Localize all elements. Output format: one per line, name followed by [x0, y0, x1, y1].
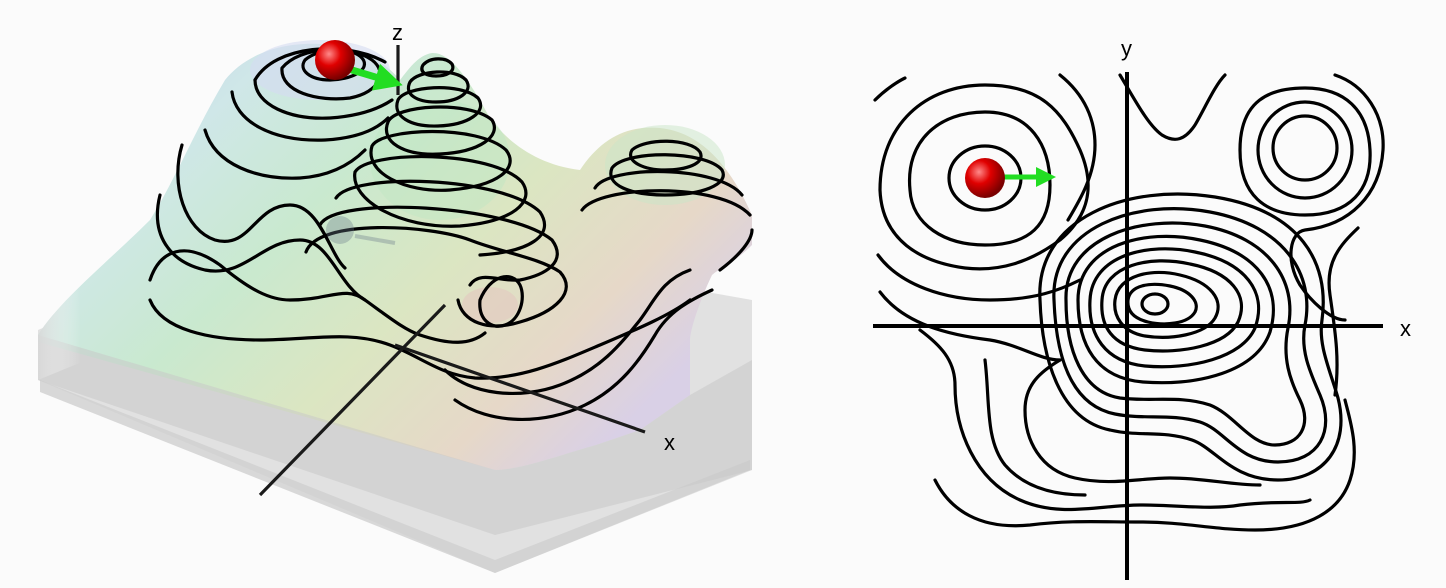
contour-2d: [1058, 73, 1097, 222]
contour-3d: [395, 86, 483, 128]
contour-3d: [155, 193, 367, 302]
contour-2d: [878, 83, 1090, 271]
contour-2d: [1238, 86, 1372, 217]
contour-2d: [1076, 234, 1275, 385]
contour-2d: [878, 290, 1062, 362]
peak-right-highlight: [605, 125, 725, 205]
contour-2d: [876, 253, 1082, 302]
contour-2d: [1256, 100, 1354, 200]
peak-center-highlight: [370, 100, 510, 220]
contour-3d: [176, 143, 347, 270]
y-axis-label-2d: y: [1121, 36, 1132, 61]
contour-2d: [1118, 73, 1227, 141]
contour-3d: [253, 47, 387, 82]
contour-2d: [1327, 226, 1360, 397]
x-axis-label-3d: x: [664, 430, 675, 455]
contour-2d: [983, 358, 1087, 497]
panel-3d: x z: [38, 20, 754, 573]
contour-3d: [593, 170, 744, 197]
contour-3d: [203, 128, 367, 180]
x-axis-label-2d: x: [1400, 316, 1411, 341]
contour-2d: [1052, 207, 1328, 464]
contour-3d: [406, 70, 470, 104]
contour-2d: [918, 328, 1312, 512]
contour-3d: [453, 288, 714, 421]
contour-2d: [1023, 358, 1262, 487]
contour-3d: [318, 205, 559, 287]
contour-3d: [580, 189, 752, 217]
contour-map: [873, 73, 1385, 532]
gradient-arrow-3d: [348, 63, 403, 91]
arrow-shadow-3d: [354, 234, 396, 245]
contour-3d: [148, 298, 692, 380]
contour-2d: [933, 398, 1356, 532]
contour-2d: [1140, 292, 1170, 316]
contour-3d: [384, 105, 496, 156]
ball-2d: [965, 158, 1005, 198]
dip-highlight: [462, 287, 518, 323]
contour-2d: [1064, 221, 1307, 447]
ball-shadow-3d: [326, 216, 354, 244]
contour-3d: [230, 90, 390, 142]
contour-3d: [148, 249, 487, 344]
ball-3d: [315, 40, 355, 80]
contour-3d: [253, 78, 394, 120]
surface-bottom-fade: [38, 335, 752, 535]
contour-2d: [1038, 192, 1343, 482]
y-axis-3d: [258, 303, 447, 497]
z-axis-label-3d: z: [392, 20, 403, 45]
contour-3d: [718, 228, 754, 272]
contour-3d: [478, 275, 524, 328]
contour-3d: [629, 139, 703, 172]
contour-2d: [1100, 259, 1244, 353]
contour-2d: [1113, 270, 1220, 339]
contour-2d: [1271, 114, 1339, 182]
contour-3d: [443, 268, 692, 395]
contour-3d: [334, 179, 547, 257]
x-axis-3d: [394, 343, 646, 434]
contour-3d: [353, 155, 528, 228]
surface-left-fade: [38, 220, 160, 380]
contour-2d: [1126, 282, 1198, 326]
contour-2d: [873, 76, 907, 102]
panel-2d: y x: [873, 36, 1411, 580]
contour-3d: [609, 153, 725, 197]
contour-2d: [1088, 247, 1261, 369]
